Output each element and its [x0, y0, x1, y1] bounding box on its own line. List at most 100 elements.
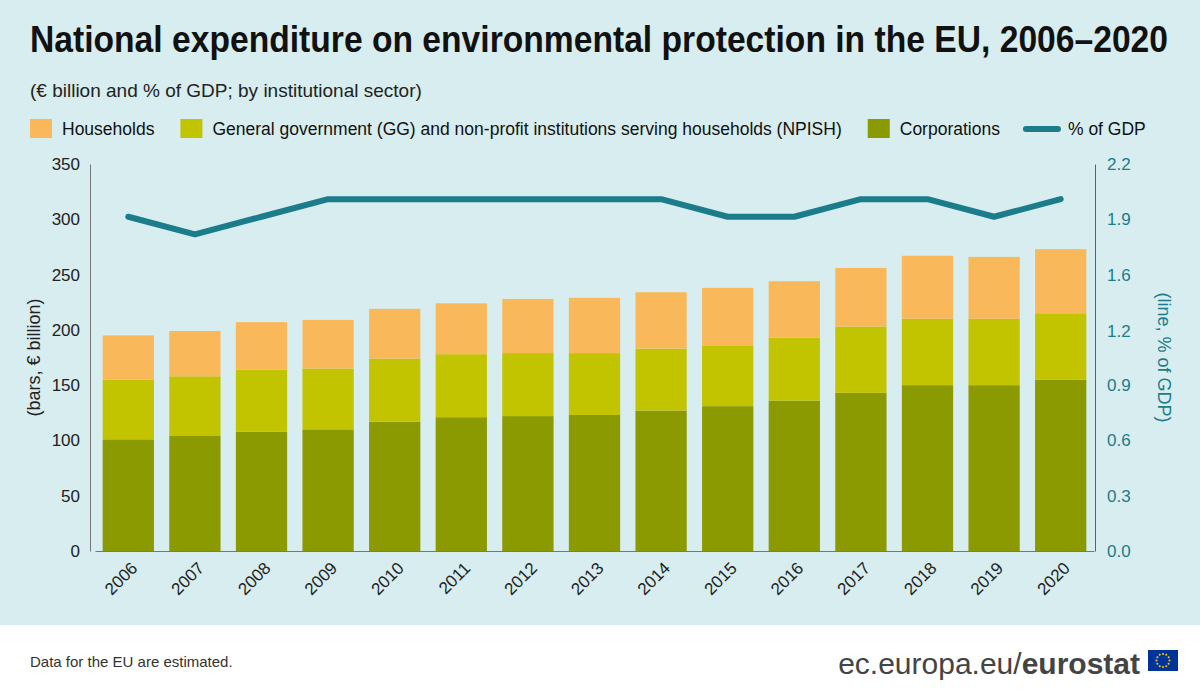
- bar: [702, 406, 753, 551]
- y2-tick: 1.9: [1095, 210, 1131, 229]
- legend-label: % of GDP: [1068, 119, 1146, 139]
- chart-container: National expenditure on environmental pr…: [0, 0, 1200, 693]
- chart-svg: National expenditure on environmental pr…: [0, 0, 1200, 693]
- x-tick-label: 2020: [1034, 559, 1074, 599]
- y-tick-label: 200: [52, 321, 80, 340]
- bar: [103, 335, 154, 379]
- x-tick: 2014: [634, 551, 674, 599]
- bar: [569, 298, 620, 353]
- bar: [369, 422, 420, 551]
- bar: [302, 320, 353, 369]
- bar: [369, 309, 420, 359]
- bar: [769, 281, 820, 337]
- bar: [702, 345, 753, 406]
- x-tick: 2010: [368, 551, 408, 599]
- x-tick: 2018: [900, 551, 940, 599]
- y2-axis: 0.0 0.3 0.6 0.9 1.2 1.6 1.9 2.2: [1095, 155, 1131, 561]
- legend-label: General government (GG) and non-profit i…: [212, 119, 841, 139]
- legend-swatch: [868, 119, 890, 138]
- bar: [968, 319, 1019, 385]
- bar: [835, 393, 886, 551]
- y-tick: 150: [52, 376, 90, 395]
- bar: [502, 416, 553, 551]
- y2-tick: 0.6: [1095, 431, 1131, 450]
- y2-tick-label: 0.0: [1107, 542, 1131, 561]
- footnote: Data for the EU are estimated.: [30, 653, 233, 670]
- bar: [902, 256, 953, 319]
- x-tick-label: 2010: [368, 559, 408, 599]
- footer-background: [0, 625, 1200, 693]
- bar: [436, 417, 487, 551]
- panel-background: [0, 0, 1200, 625]
- y-tick-label: 350: [52, 155, 80, 174]
- y2-tick-label: 1.6: [1107, 266, 1131, 285]
- x-tick-label: 2019: [967, 559, 1007, 599]
- x-tick: 2019: [967, 551, 1007, 599]
- y-axis-title: (bars, € billion): [24, 298, 44, 416]
- x-tick: 2013: [567, 551, 607, 599]
- y-tick: 350: [52, 155, 90, 174]
- bar: [902, 319, 953, 385]
- title: National expenditure on environmental pr…: [30, 19, 1168, 60]
- x-tick-label: 2016: [767, 559, 807, 599]
- y2-tick: 0.9: [1095, 376, 1131, 395]
- x-tick-label: 2018: [900, 559, 940, 599]
- bar: [968, 257, 1019, 319]
- legend-swatch: [180, 119, 202, 138]
- bar: [169, 376, 220, 436]
- bar: [835, 327, 886, 393]
- x-tick: 2012: [501, 551, 541, 599]
- x-tick-label: 2009: [301, 559, 341, 599]
- bar: [1035, 380, 1086, 551]
- y2-tick-label: 0.6: [1107, 431, 1131, 450]
- y-tick-label: 150: [52, 376, 80, 395]
- y2-tick: 1.2: [1095, 322, 1131, 341]
- y-tick-label: 50: [61, 487, 80, 506]
- legend-label: Corporations: [900, 119, 1000, 139]
- bar: [902, 385, 953, 551]
- bar: [236, 322, 287, 370]
- x-tick: 2020: [1034, 551, 1074, 599]
- bar: [436, 354, 487, 417]
- y-tick: 100: [52, 431, 90, 450]
- x-tick-label: 2015: [701, 559, 741, 599]
- line: [128, 199, 1060, 234]
- x-tick-label: 2014: [634, 559, 674, 599]
- y2-tick: 2.2: [1095, 155, 1131, 174]
- x-tick-label: 2012: [501, 559, 541, 599]
- bar: [769, 401, 820, 551]
- bar: [635, 411, 686, 551]
- x-tick: 2017: [834, 551, 874, 599]
- bar: [302, 369, 353, 430]
- y-tick: 200: [52, 321, 90, 340]
- bar: [635, 349, 686, 411]
- x-tick-label: 2013: [567, 559, 607, 599]
- x-tick-label: 2011: [435, 559, 474, 598]
- bar: [968, 385, 1019, 551]
- subtitle: (€ billion and % of GDP; by institutiona…: [30, 80, 422, 101]
- y2-tick-label: 1.2: [1107, 322, 1131, 341]
- y2-tick-label: 0.3: [1107, 487, 1131, 506]
- y2-tick-label: 2.2: [1107, 155, 1131, 174]
- legend-item: Corporations: [868, 119, 1000, 139]
- y2-tick-label: 1.9: [1107, 210, 1131, 229]
- plot-area: [103, 199, 1087, 551]
- y-tick-label: 100: [52, 431, 80, 450]
- y2-tick: 0.3: [1095, 487, 1131, 506]
- x-tick: 2011: [435, 551, 474, 598]
- bar: [835, 268, 886, 327]
- x-tick-label: 2008: [234, 559, 274, 599]
- bar: [502, 299, 553, 353]
- y2-axis-title: (line, % of GDP): [1154, 292, 1174, 422]
- bar: [236, 370, 287, 432]
- y-tick-label: 300: [52, 210, 80, 229]
- x-tick-label: 2007: [168, 559, 208, 599]
- y-tick-label: 0: [71, 542, 80, 561]
- y2-tick: 0.0: [1095, 542, 1131, 561]
- legend-label: Households: [62, 119, 155, 139]
- y2-axis-line: [1095, 165, 1096, 552]
- bar: [502, 353, 553, 416]
- y-tick: 0: [71, 542, 90, 561]
- source: ec.europa.eu/eurostat: [838, 647, 1140, 680]
- bar: [302, 429, 353, 551]
